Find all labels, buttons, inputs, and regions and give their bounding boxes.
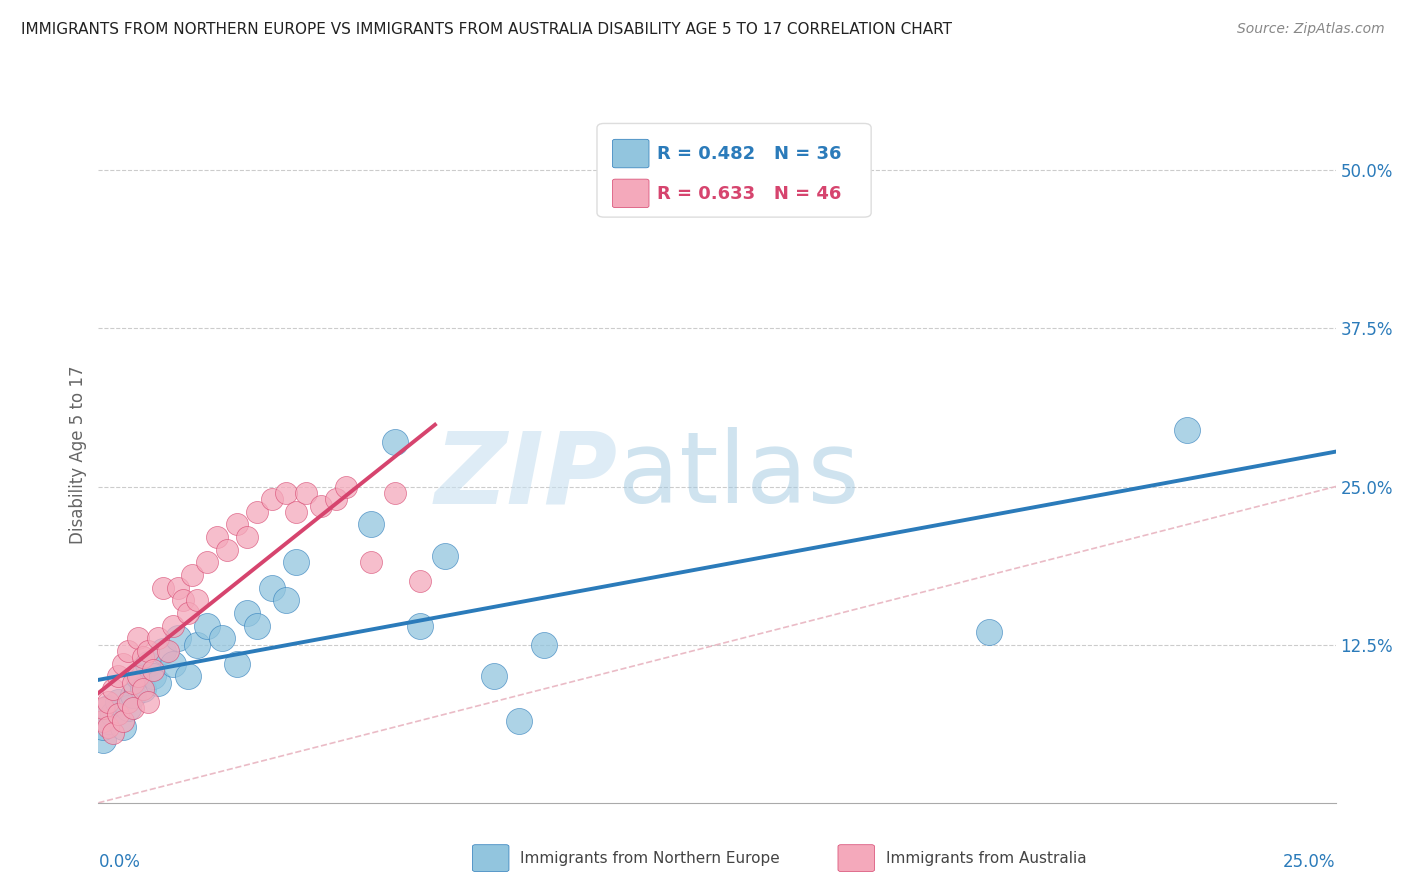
Point (181, 568, 204, 582)
Point (246, 618, 269, 632)
Point (162, 618, 184, 632)
Point (276, 486, 298, 500)
Point (285, 505, 308, 519)
Point (260, 581, 283, 595)
Point (409, 618, 432, 632)
Point (142, 663, 165, 677)
Text: R = 0.482   N = 36: R = 0.482 N = 36 (658, 145, 842, 163)
Point (236, 530, 259, 544)
Point (93, 714, 115, 728)
Point (276, 593, 298, 607)
Point (335, 479, 357, 493)
Point (186, 593, 208, 607)
Point (112, 720, 135, 734)
Point (433, 549, 456, 563)
Point (97, 695, 120, 709)
Point (236, 606, 259, 620)
Point (217, 542, 239, 557)
Point (117, 695, 139, 709)
Point (103, 726, 125, 740)
Point (205, 530, 228, 544)
Point (211, 632, 233, 646)
Point (93, 720, 115, 734)
Point (325, 492, 347, 507)
Point (176, 669, 198, 683)
Point (409, 574, 432, 589)
Point (195, 618, 218, 632)
Point (384, 435, 406, 450)
Point (295, 486, 318, 500)
Point (107, 707, 129, 722)
Point (112, 657, 135, 671)
Point (152, 581, 174, 595)
Point (127, 669, 149, 683)
Point (360, 556, 382, 570)
Point (93, 732, 115, 747)
Point (176, 606, 198, 620)
Point (122, 675, 145, 690)
Point (132, 681, 155, 696)
Point (186, 638, 208, 652)
Y-axis label: Disability Age 5 to 17: Disability Age 5 to 17 (69, 366, 87, 544)
Point (166, 581, 188, 595)
Point (97, 714, 120, 728)
Point (508, 714, 530, 728)
Point (136, 695, 159, 709)
Point (136, 644, 159, 658)
Point (152, 644, 174, 658)
Text: ZIP: ZIP (434, 427, 619, 524)
Text: IMMIGRANTS FROM NORTHERN EUROPE VS IMMIGRANTS FROM AUSTRALIA DISABILITY AGE 5 TO: IMMIGRANTS FROM NORTHERN EUROPE VS IMMIG… (21, 22, 952, 37)
Point (122, 701, 145, 715)
Point (360, 517, 382, 532)
Point (127, 632, 149, 646)
Point (156, 644, 179, 658)
Point (107, 695, 129, 709)
Point (226, 657, 249, 671)
Point (484, 669, 506, 683)
Point (260, 492, 283, 507)
Point (226, 517, 249, 532)
Text: atlas: atlas (619, 427, 859, 524)
Text: 0.0%: 0.0% (98, 854, 141, 871)
Point (533, 638, 555, 652)
Point (103, 707, 125, 722)
Point (97, 701, 120, 715)
Point (146, 632, 169, 646)
Point (246, 505, 269, 519)
Point (195, 556, 218, 570)
Point (103, 681, 125, 696)
Point (309, 499, 332, 513)
Point (142, 669, 165, 683)
Point (146, 675, 169, 690)
Point (132, 650, 155, 665)
Point (285, 556, 308, 570)
Text: Immigrants from Australia: Immigrants from Australia (886, 851, 1087, 865)
Point (107, 669, 129, 683)
Point (122, 688, 145, 702)
Point (1175, 423, 1198, 437)
Text: Immigrants from Northern Europe: Immigrants from Northern Europe (520, 851, 780, 865)
Text: Source: ZipAtlas.com: Source: ZipAtlas.com (1237, 22, 1385, 37)
Point (117, 701, 139, 715)
Point (979, 625, 1001, 640)
Point (384, 486, 406, 500)
Point (117, 644, 139, 658)
Point (127, 669, 149, 683)
Text: R = 0.633   N = 46: R = 0.633 N = 46 (658, 185, 842, 203)
Point (93, 701, 115, 715)
Point (136, 657, 159, 671)
Point (112, 714, 135, 728)
Point (166, 632, 188, 646)
Point (132, 681, 155, 696)
Point (162, 657, 184, 671)
Point (97, 720, 120, 734)
Text: 25.0%: 25.0% (1284, 854, 1336, 871)
Point (172, 593, 194, 607)
